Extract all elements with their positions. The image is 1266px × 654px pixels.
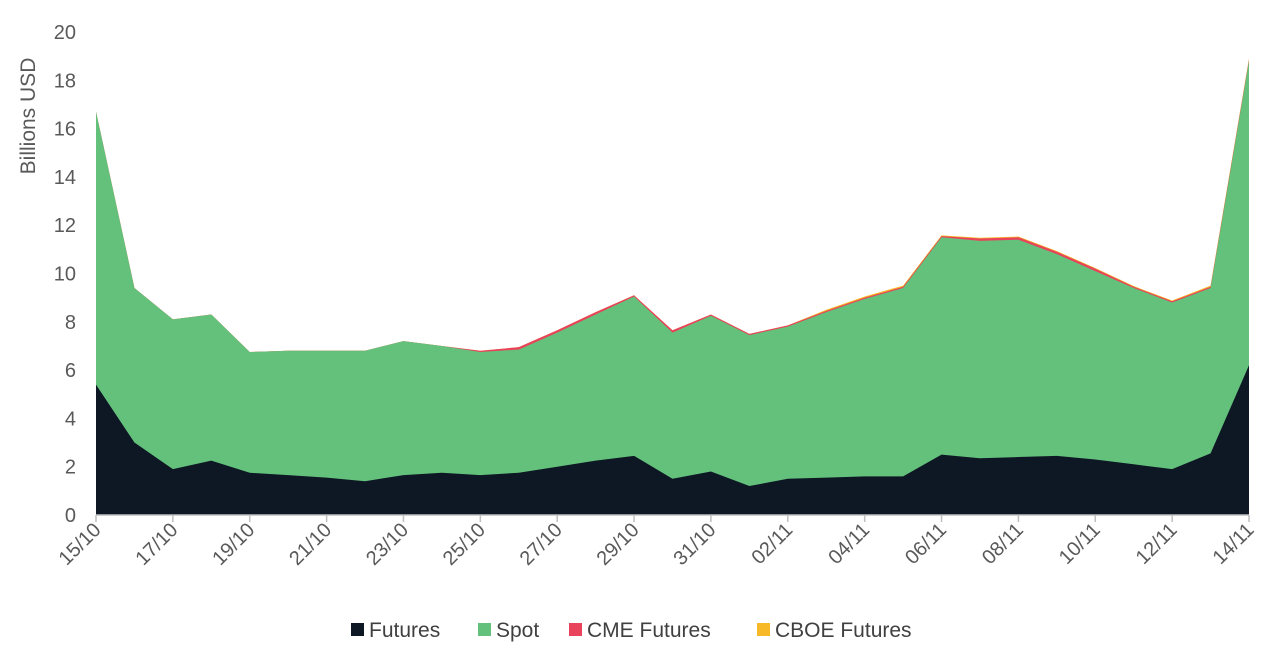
y-tick-label: 18 xyxy=(54,70,76,92)
y-tick-label: 4 xyxy=(65,408,76,430)
legend-item-spot: Spot xyxy=(478,619,539,642)
x-tick-label: 25/10 xyxy=(439,519,490,570)
area-spot xyxy=(96,60,1249,515)
x-tick-label: 21/10 xyxy=(285,519,336,570)
y-tick-label: 6 xyxy=(65,360,76,382)
x-tick-label: 15/10 xyxy=(55,519,106,570)
legend-swatch xyxy=(478,623,491,636)
legend-label: CBOE Futures xyxy=(775,619,912,642)
y-tick-label: 2 xyxy=(65,457,76,479)
legend: Futures Spot CME Futures CBOE Futures xyxy=(351,619,912,642)
x-tick-label: 02/11 xyxy=(747,519,797,569)
x-tick-label: 08/11 xyxy=(978,519,1028,569)
legend-label: Spot xyxy=(496,619,539,642)
x-tick-label: 31/10 xyxy=(670,519,721,570)
y-tick-label: 8 xyxy=(65,312,76,334)
x-tick-label: 06/11 xyxy=(901,519,951,569)
x-tick-label: 23/10 xyxy=(362,519,413,570)
y-tick-label: 16 xyxy=(54,119,76,141)
x-tick-label: 27/10 xyxy=(516,519,567,570)
x-tick-label: 17/10 xyxy=(131,519,182,570)
area-futures xyxy=(96,365,1249,515)
y-tick-label: 20 xyxy=(54,22,76,44)
legend-swatch xyxy=(351,623,364,636)
x-tick-label: 29/10 xyxy=(593,519,644,570)
legend-label: CME Futures xyxy=(587,619,711,642)
x-tick-label: 10/11 xyxy=(1055,519,1105,569)
x-tick-label: 19/10 xyxy=(208,519,259,570)
x-tick-label: 04/11 xyxy=(824,519,874,569)
x-tick-label: 12/11 xyxy=(1132,519,1182,569)
legend-item-cme-futures: CME Futures xyxy=(569,619,711,642)
legend-item-cboe-futures: CBOE Futures xyxy=(757,619,912,642)
y-tick-label: 0 xyxy=(65,505,76,527)
legend-item-futures: Futures xyxy=(351,619,440,642)
y-axis-title: Billions USD xyxy=(17,58,40,175)
x-tick-label: 14/11 xyxy=(1209,519,1259,569)
x-axis-ticks: 15/10 17/10 19/10 21/10 23/10 25/10 27/10 29/10… xyxy=(55,515,1259,570)
y-tick-label: 14 xyxy=(54,167,76,189)
y-tick-label: 12 xyxy=(54,215,76,237)
legend-swatch xyxy=(757,623,770,636)
y-axis-ticks: 0 2 4 6 8 10 12 14 16 18 20 xyxy=(54,22,76,527)
legend-swatch xyxy=(569,623,582,636)
area-layers xyxy=(96,58,1249,516)
y-tick-label: 10 xyxy=(54,264,76,286)
legend-label: Futures xyxy=(369,619,440,642)
